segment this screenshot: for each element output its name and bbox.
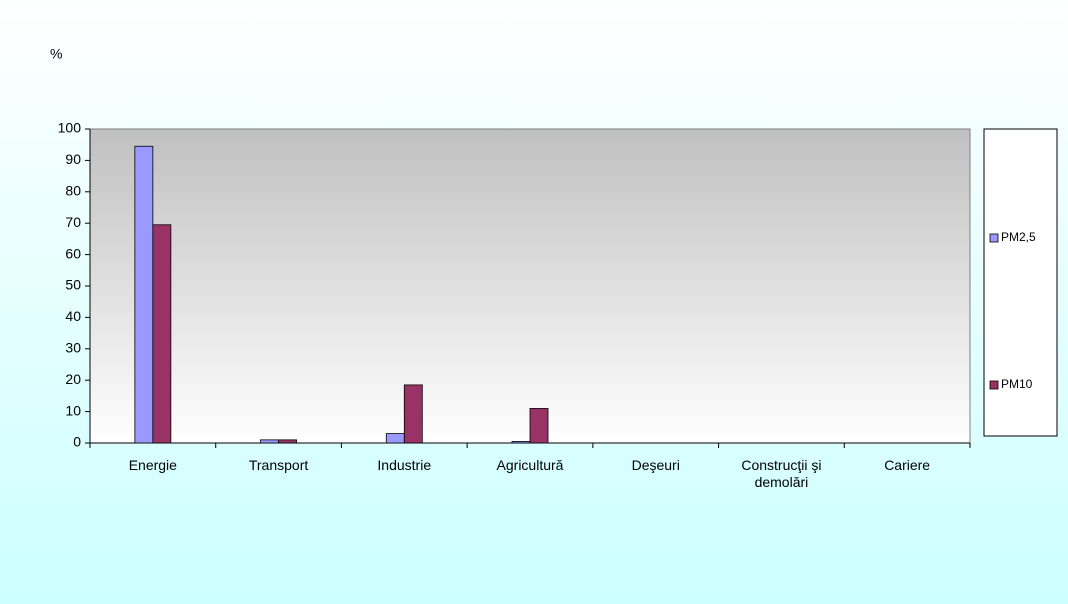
y-tick-label: 50	[65, 277, 81, 293]
y-tick-label: 80	[65, 183, 81, 199]
legend-label: PM2,5	[1001, 230, 1036, 244]
legend-swatch	[989, 380, 999, 390]
legend-swatch	[989, 233, 999, 243]
y-tick-label: 90	[65, 151, 81, 167]
x-tick-label: Industrie	[377, 457, 432, 473]
y-tick-label: 60	[65, 245, 81, 261]
x-tick-label: Agricultură	[496, 457, 564, 473]
bar	[511, 441, 531, 444]
y-axis-label: %	[50, 46, 62, 62]
y-tick-label: 10	[65, 402, 81, 418]
bar	[134, 145, 154, 444]
bar	[385, 433, 405, 444]
plot-area	[89, 128, 971, 444]
y-tick-label: 100	[58, 120, 82, 136]
bar	[403, 384, 423, 444]
y-tick-label: 30	[65, 340, 81, 356]
x-tick-label: Cariere	[884, 457, 931, 473]
legend-label: PM10	[1001, 377, 1033, 391]
x-tick-label: Deşeuri	[631, 457, 680, 473]
y-tick-label: 0	[73, 434, 81, 450]
y-tick-label: 20	[65, 371, 81, 387]
bar	[152, 224, 172, 444]
x-tick-label: Energie	[128, 457, 177, 473]
bar	[278, 439, 297, 444]
x-tick-label: Construcţii şi demolări	[741, 457, 822, 490]
y-tick-label: 40	[65, 308, 81, 324]
bar	[529, 408, 549, 444]
y-tick-label: 70	[65, 214, 81, 230]
x-tick-label: Transport	[248, 457, 309, 473]
bar	[260, 439, 279, 444]
